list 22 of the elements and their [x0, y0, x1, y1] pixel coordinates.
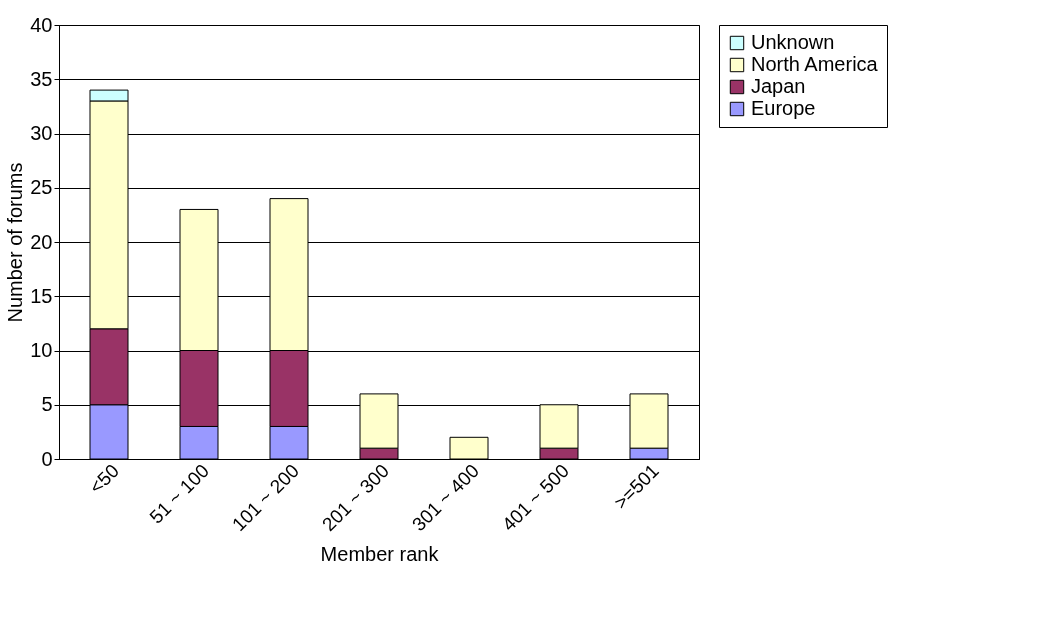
- x-tick-label: 301 ~ 400: [407, 460, 483, 536]
- x-tick-label: 201 ~ 300: [317, 460, 393, 536]
- legend-label: Europe: [751, 97, 816, 119]
- y-tick-label: 15: [30, 284, 53, 307]
- y-tick-label: 35: [30, 67, 53, 90]
- y-tick-label: 25: [30, 176, 53, 199]
- y-tick-label: 40: [30, 13, 53, 36]
- legend-label: North America: [751, 53, 879, 75]
- x-tick-label: <50: [85, 460, 123, 498]
- x-axis-title: Member rank: [320, 543, 440, 566]
- y-tick-label: 5: [41, 393, 53, 416]
- y-axis-title: Number of forums: [4, 162, 27, 323]
- legend-label: Unknown: [751, 31, 835, 53]
- y-tick-label: 0: [41, 447, 53, 470]
- y-tick-label: 30: [30, 122, 53, 144]
- x-tick-label: 101 ~ 200: [227, 460, 303, 536]
- bar: [449, 436, 489, 460]
- legend-label: Japan: [751, 75, 806, 97]
- x-tick-label: 51 ~ 100: [145, 460, 213, 528]
- x-tick-label: 401 ~ 500: [497, 460, 573, 536]
- y-tick-label: 20: [30, 230, 53, 253]
- y-tick-label: 10: [30, 339, 53, 361]
